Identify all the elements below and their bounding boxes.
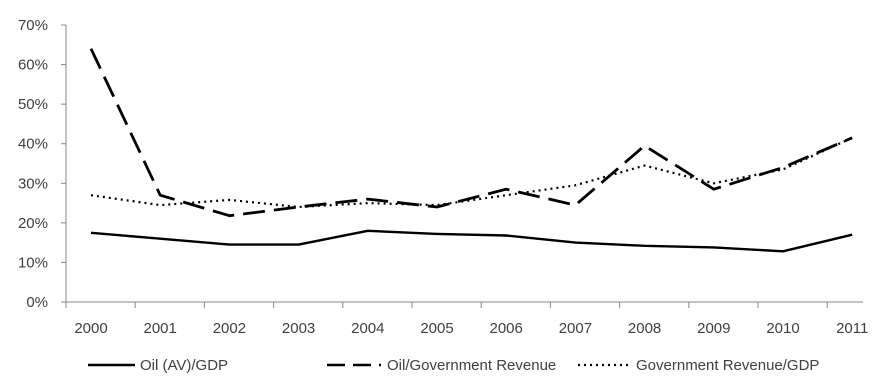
y-tick-label: 60% <box>18 57 48 74</box>
y-tick-label: 40% <box>18 136 48 153</box>
y-tick-label: 30% <box>18 175 48 192</box>
y-tick-label: 10% <box>18 254 48 271</box>
y-tick-label: 70% <box>18 17 48 34</box>
legend: Oil (AV)/GDP Oil/Government Revenue Govern… <box>88 357 819 374</box>
y-tick-label: 50% <box>18 96 48 113</box>
legend-label: Oil (AV)/GDP <box>140 357 228 374</box>
x-tick-label: 2009 <box>697 320 730 337</box>
y-axis: 0% 10% 20% 30% 40% 50% 60% 70% <box>18 17 67 311</box>
series-line-oil-av-gdp <box>90 229 853 253</box>
x-tick-label: 2004 <box>351 320 384 337</box>
x-tick-label: 2002 <box>213 320 246 337</box>
x-tick-label: 2003 <box>282 320 315 337</box>
x-tick-label: 2001 <box>144 320 177 337</box>
x-tick-label: 2000 <box>74 320 107 337</box>
x-tick-label: 2008 <box>628 320 661 337</box>
series-line-oil-government-revenue <box>89 48 853 218</box>
legend-label: Government Revenue/GDP <box>636 357 819 374</box>
x-tick-label: 2010 <box>766 320 799 337</box>
legend-item-oil-av-gdp: Oil (AV)/GDP <box>88 357 228 374</box>
series-lines <box>89 48 853 253</box>
y-tick-label: 20% <box>18 215 48 232</box>
x-axis: 2000 2001 2002 2003 2004 2005 2006 2007 2008 2009… <box>65 301 868 337</box>
x-tick-label: 2007 <box>559 320 592 337</box>
legend-label: Oil/Government Revenue <box>387 357 556 374</box>
y-tick-label: 0% <box>26 294 48 311</box>
x-tick-label: 2006 <box>490 320 523 337</box>
x-tick-label: 2005 <box>420 320 453 337</box>
legend-item-government-revenue-gdp: Government Revenue/GDP <box>578 357 819 374</box>
series-line-government-revenue-gdp <box>90 136 853 209</box>
legend-item-oil-government-revenue: Oil/Government Revenue <box>327 357 556 374</box>
x-tick-label: 2011 <box>836 320 868 337</box>
